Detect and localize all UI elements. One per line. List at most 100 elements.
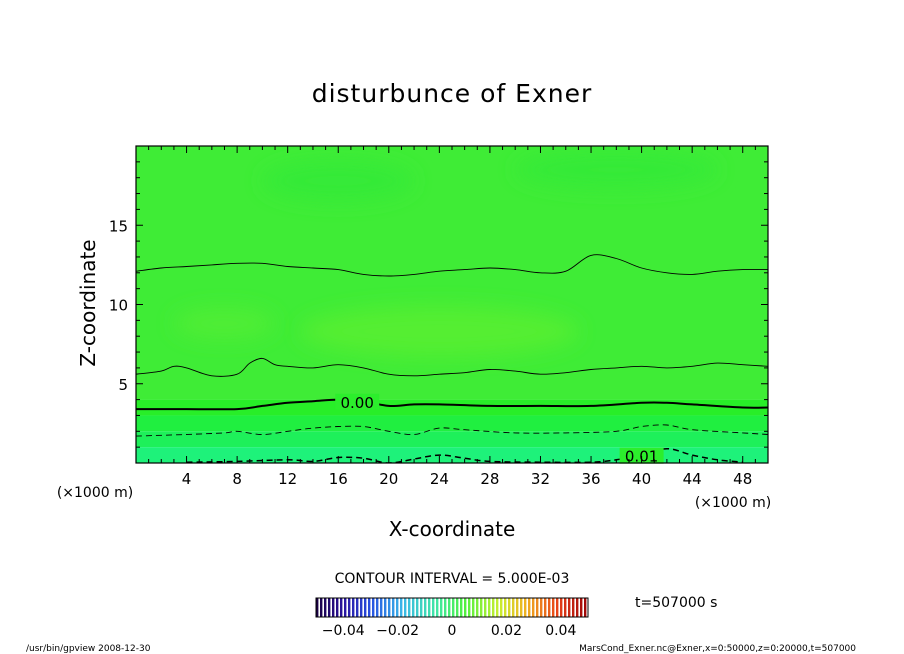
colorbar-swatch [544, 598, 547, 617]
x-tick-label: 8 [232, 470, 242, 488]
y-unit-label: (×1000 m) [57, 485, 133, 501]
colorbar-swatch [456, 598, 459, 617]
colorbar-swatch [552, 598, 555, 617]
field-band-1 [136, 399, 768, 416]
colorbar-swatch [384, 598, 387, 617]
colorbar-swatch [420, 598, 423, 617]
colorbar-swatch [564, 598, 567, 617]
colorbar-swatch [340, 598, 343, 617]
colorbar-swatch [476, 598, 479, 617]
colorbar-swatch [444, 598, 447, 617]
x-tick-label: 16 [329, 470, 348, 488]
colorbar: −0.04 −0.02 0 0.02 0.04 [315, 597, 589, 639]
x-tick-label: 36 [581, 470, 600, 488]
field-band-3 [136, 431, 768, 448]
colorbar-swatch [452, 598, 455, 617]
colorbar-tick-label: −0.04 [322, 623, 365, 639]
x-tick-label: 20 [379, 470, 398, 488]
x-tick-label: 24 [430, 470, 449, 488]
x-tick-label: 48 [733, 470, 752, 488]
colorbar-swatch [428, 598, 431, 617]
field-highlight-0 [300, 306, 579, 357]
x-tick-label: 32 [531, 470, 550, 488]
colorbar-swatch [540, 598, 543, 617]
x-tick-label: 12 [278, 470, 297, 488]
colorbar-swatch [440, 598, 443, 617]
contour-lines: 0.000.01 [136, 254, 768, 466]
x-axis-label: X-coordinate [389, 517, 516, 541]
colorbar-swatch [380, 598, 383, 617]
colorbar-swatch [328, 598, 331, 617]
colorbar-swatch [472, 598, 475, 617]
colorbar-tick-label: 0.02 [491, 623, 522, 639]
plot-area [136, 146, 768, 463]
colorbar-swatch [388, 598, 391, 617]
colorbar-swatch [448, 598, 451, 617]
colorbar-swatch [464, 598, 467, 617]
colorbar-swatch [332, 598, 335, 617]
contour-label-bg-1 [619, 447, 664, 464]
contour-line-0 [136, 254, 768, 277]
colorbar-swatch [324, 598, 327, 617]
x-tick-label: 4 [182, 470, 192, 488]
colorbar-swatch [488, 598, 491, 617]
colorbar-frame [315, 597, 589, 618]
colorbar-swatch [372, 598, 375, 617]
colorbar-swatch [320, 598, 323, 617]
colorbar-swatch [416, 598, 419, 617]
y-tick-label: 15 [109, 217, 128, 235]
colorbar-swatch [516, 598, 519, 617]
colorbar-swatch [576, 598, 579, 617]
x-tick-label: 40 [632, 470, 651, 488]
footer-right: MarsCond_Exner.nc@Exner,x=0:50000,z=0:20… [579, 644, 856, 654]
field-highlight-3 [515, 150, 718, 189]
colorbar-swatch [404, 598, 407, 617]
colorbar-swatch [528, 598, 531, 617]
colorbar-swatch [368, 598, 371, 617]
colorbar-swatch [408, 598, 411, 617]
colorbar-swatch [432, 598, 435, 617]
colorbar-swatch [580, 598, 583, 617]
colorbar-swatch [344, 598, 347, 617]
colorbar-swatch [568, 598, 571, 617]
colorbar-swatch [524, 598, 527, 617]
contour-line-2 [136, 398, 768, 411]
colorbar-swatch [352, 598, 355, 617]
colorbar-swatch [584, 598, 587, 617]
colorbar-swatch [532, 598, 535, 617]
colorbar-swatch [480, 598, 483, 617]
colorbar-swatch [536, 598, 539, 617]
y-tick-label: 10 [109, 297, 128, 315]
colorbar-swatch [508, 598, 511, 617]
time-label: t=507000 s [635, 595, 717, 611]
colorbar-swatch [500, 598, 503, 617]
colorbar-swatch [460, 598, 463, 617]
colorbar-swatch [468, 598, 471, 617]
colorbar-swatch [336, 598, 339, 617]
colorbar-swatch [560, 598, 563, 617]
colorbar-swatch [572, 598, 575, 617]
field-highlight-1 [173, 307, 276, 340]
footer-left: /usr/bin/gpview 2008-12-30 [26, 644, 151, 654]
colorbar-swatch [424, 598, 427, 617]
colorbar-swatch [396, 598, 399, 617]
field-band-2 [136, 415, 768, 432]
colorbar-swatch [348, 598, 351, 617]
colorbar-swatch [520, 598, 523, 617]
colorbar-swatch [484, 598, 487, 617]
colorbar-swatch [400, 598, 403, 617]
colorbar-swatch [316, 598, 319, 617]
colorbar-swatch [496, 598, 499, 617]
colorbar-swatch [548, 598, 551, 617]
field-highlight-2 [262, 160, 415, 202]
contour-label-0: 0.00 [340, 394, 373, 412]
chart-title: disturbunce of Exner [312, 79, 593, 108]
colorbar-swatch [512, 598, 515, 617]
colorbar-swatch [412, 598, 415, 617]
colorbar-swatch [556, 598, 559, 617]
x-tick-label: 44 [683, 470, 702, 488]
contour-line-1 [136, 357, 768, 377]
colorbar-swatch [436, 598, 439, 617]
